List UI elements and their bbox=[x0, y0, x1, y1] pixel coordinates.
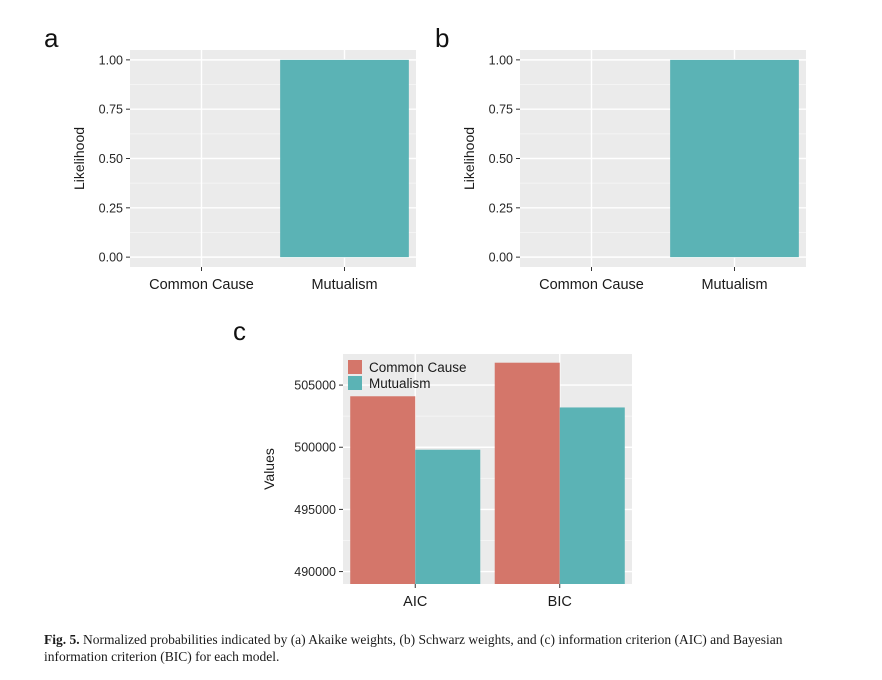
panel-c-label: c bbox=[233, 316, 246, 346]
panel-b-bar-mutualism bbox=[670, 59, 799, 258]
panel-c-y-tick-label: 500000 bbox=[294, 441, 336, 455]
panel-c-y-tick-label: 495000 bbox=[294, 503, 336, 517]
panel-b-y-tick-label: 1.00 bbox=[489, 53, 513, 67]
figure-caption: Fig. 5. Normalized probabilities indicat… bbox=[44, 631, 844, 665]
panel-c-y-axis-title: Values bbox=[261, 448, 277, 490]
caption-text: Normalized probabilities indicated by (a… bbox=[44, 632, 783, 664]
panel-a-y-tick-label: 0.00 bbox=[99, 251, 123, 265]
panel-c-bar-common-cause-aic bbox=[350, 396, 416, 584]
panel-b-y-tick-label: 0.50 bbox=[489, 152, 513, 166]
panel-a-label: a bbox=[44, 23, 59, 53]
panel-c-bar-common-cause-bic bbox=[494, 362, 560, 584]
panel-a-y-tick-label: 0.25 bbox=[99, 201, 123, 215]
panel-a-y-tick-label: 0.50 bbox=[99, 152, 123, 166]
panel-c-legend-label: Mutualism bbox=[369, 376, 431, 391]
panel-c-x-tick-label: AIC bbox=[403, 594, 427, 610]
caption-label: Fig. 5. bbox=[44, 632, 80, 647]
panel-b-y-tick-label: 0.75 bbox=[489, 103, 513, 117]
panel-c-y-tick-label: 490000 bbox=[294, 565, 336, 579]
panel-c-legend-key-mutualism bbox=[348, 376, 362, 390]
panel-b-x-tick-label: Mutualism bbox=[701, 277, 767, 293]
panel-a-y-tick-label: 0.75 bbox=[99, 103, 123, 117]
panel-a-y-tick-label: 1.00 bbox=[99, 53, 123, 67]
panel-b-x-tick-label: Common Cause bbox=[539, 277, 644, 293]
panel-c-x-tick-label: BIC bbox=[548, 594, 572, 610]
panel-c-bar-mutualism-bic bbox=[559, 407, 625, 584]
panel-b-label: b bbox=[435, 23, 449, 53]
panel-b-y-tick-label: 0.25 bbox=[489, 201, 513, 215]
panel-c-legend-label: Common Cause bbox=[369, 360, 467, 375]
panel-b-y-tick-label: 0.00 bbox=[489, 251, 513, 265]
panel-a-x-tick-label: Mutualism bbox=[311, 277, 377, 293]
panel-b-y-axis-title: Likelihood bbox=[461, 127, 477, 190]
panel-c-bar-mutualism-aic bbox=[415, 449, 481, 584]
panel-a-bar-mutualism bbox=[280, 59, 409, 258]
panel-c-y-tick-label: 505000 bbox=[294, 379, 336, 393]
panel-a-y-axis-title: Likelihood bbox=[71, 127, 87, 190]
panel-c-legend-key-common-cause bbox=[348, 360, 362, 374]
panel-a-x-tick-label: Common Cause bbox=[149, 277, 254, 293]
